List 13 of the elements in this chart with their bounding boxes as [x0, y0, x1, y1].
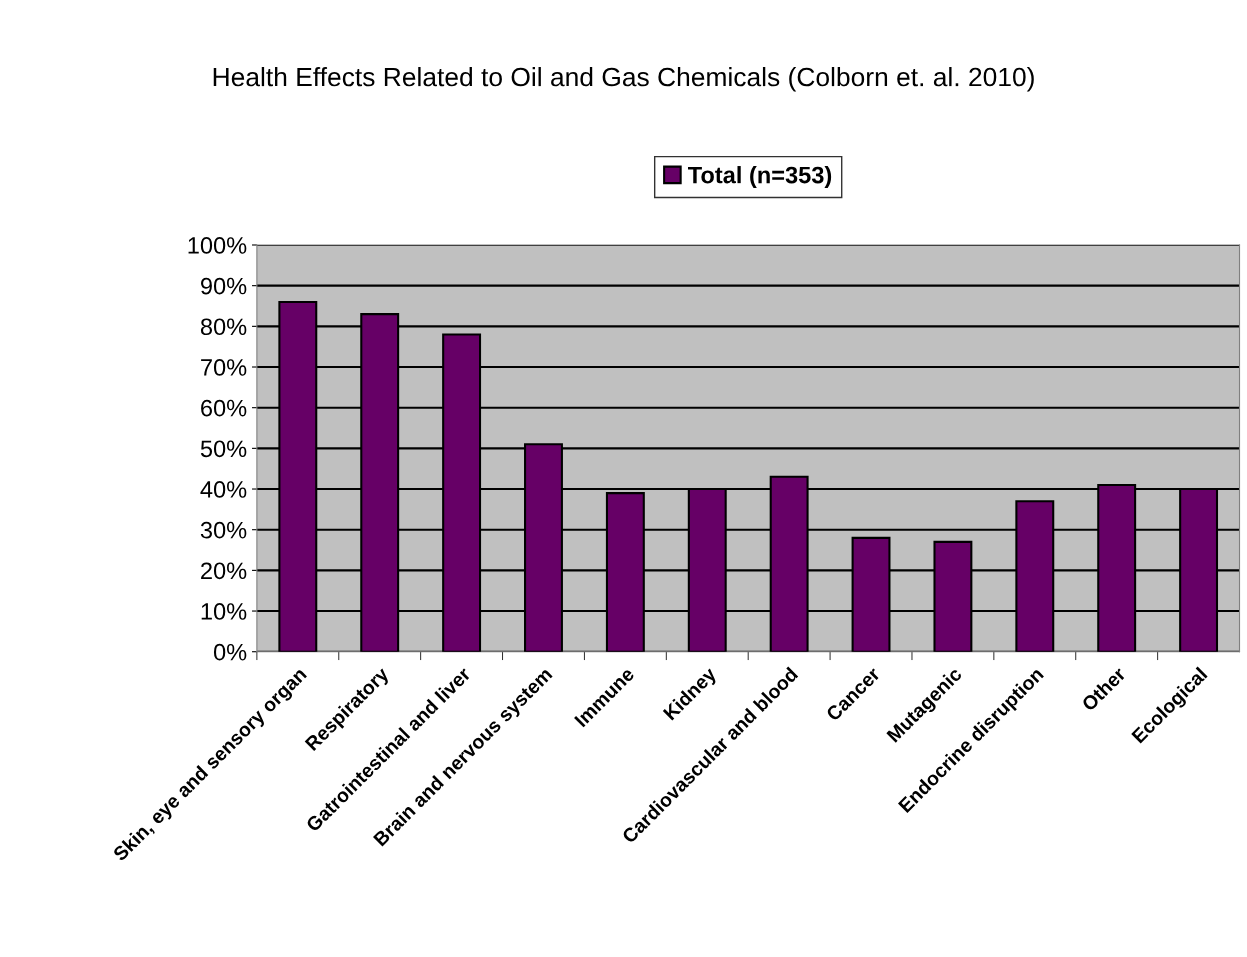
y-tick-label: 30%	[200, 521, 247, 539]
y-tick-label: 60%	[201, 399, 247, 417]
chart-title: Health Effects Related to Oil and Gas Chemicals (Colborn et. al. 2010)	[213, 66, 1034, 92]
y-tick-label: 40%	[200, 481, 247, 498]
y-tick-label: 70%	[201, 359, 247, 376]
y-tick-label: 20%	[201, 562, 247, 580]
y-tick-label: 50%	[200, 440, 247, 458]
y-tick-label: 80%	[200, 318, 247, 336]
y-tick-label: 10%	[201, 603, 247, 620]
legend-label: Total (n=353)	[688, 166, 832, 189]
y-tick-label: 90%	[201, 277, 247, 295]
y-tick-label: 100%	[188, 237, 247, 254]
y-tick-label: 0%	[213, 643, 247, 661]
